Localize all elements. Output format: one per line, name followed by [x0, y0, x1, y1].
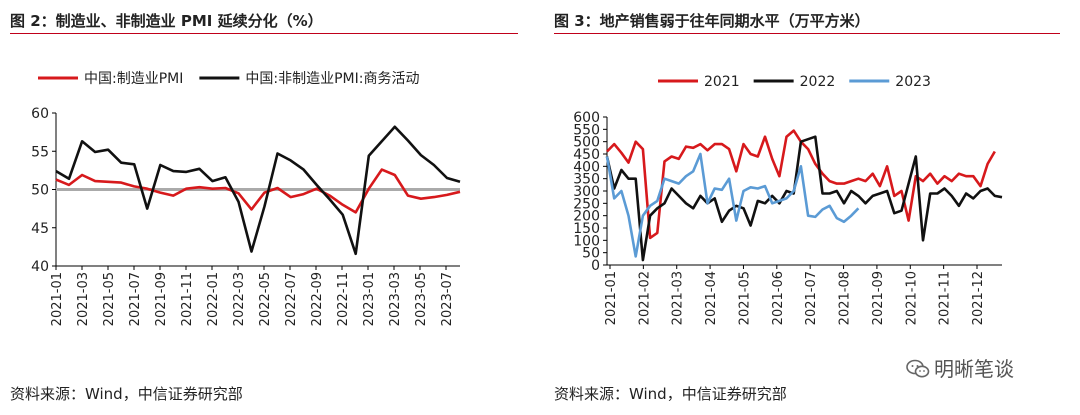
- right-x-tick-label-3: 2021-04: [704, 271, 719, 325]
- right-x-tick-label-7: 2021-08: [838, 271, 853, 325]
- left-x-tick-label-7: 2022-03: [232, 272, 247, 326]
- right-x-tick-label-1: 2021-02: [637, 271, 652, 325]
- left-x-tick-label-14: 2023-05: [414, 272, 429, 326]
- left-legend-label-1: 中国:非制造业PMI:商务活动: [245, 71, 419, 87]
- left-x-tick-label-12: 2023-01: [362, 272, 377, 326]
- right-series-line-1: [605, 135, 1003, 262]
- right-x-tick-label-10: 2021-11: [938, 271, 953, 325]
- right-y-tick-label-4: 200: [573, 209, 600, 225]
- right-legend-label-1: 2022: [800, 74, 836, 90]
- right-y-tick-label-6: 300: [573, 184, 600, 200]
- left-x-tick-label-1: 2021-03: [76, 272, 91, 326]
- wechat-icon: [906, 359, 930, 378]
- right-y-tick-label-0: 0: [591, 258, 600, 274]
- left-chart-source: 资料来源：Wind，中信证券研究部: [10, 385, 243, 403]
- left-chart-svg: 中国:制造业PMI 中国:非制造业PMI:商务活动 40 45 50 55 60 2021-0…: [31, 71, 461, 326]
- left-x-tick-label-15: 2023-07: [440, 272, 455, 326]
- left-x-tick-label-3: 2021-07: [128, 272, 143, 326]
- left-legend-label-0: 中国:制造业PMI: [84, 71, 183, 87]
- right-x-tick-label-5: 2021-06: [771, 271, 786, 325]
- left-y-tick-label-2: 50: [31, 183, 49, 199]
- watermark-text: 明晰笔谈: [934, 357, 1014, 381]
- left-x-tick-label-4: 2021-09: [154, 272, 169, 326]
- left-title-rule: [10, 33, 518, 34]
- right-chart-source: 资料来源：Wind，中信证券研究部: [554, 385, 787, 403]
- right-y-tick-label-9: 450: [573, 147, 600, 163]
- right-y-tick-label-8: 400: [573, 159, 600, 175]
- left-x-tick-label-8: 2022-05: [258, 272, 273, 326]
- right-y-tick-label-1: 50: [582, 246, 600, 262]
- left-x-tick-label-0: 2021-01: [50, 272, 65, 326]
- right-y-tick-label-7: 350: [573, 172, 600, 188]
- right-title-rule: [554, 33, 1060, 34]
- left-x-tick-label-10: 2022-09: [310, 272, 325, 326]
- right-x-tick-label-0: 2021-01: [604, 271, 619, 325]
- right-y-tick-label-11: 550: [573, 122, 600, 138]
- right-chart-panel: 图 3：地产销售弱于往年同期水平（万平方米） 2021 2022 2023 0 50 10…: [540, 0, 1080, 415]
- left-y-tick-label-1: 45: [31, 221, 49, 237]
- right-legend-label-0: 2021: [704, 74, 740, 90]
- right-x-tick-label-6: 2021-07: [804, 271, 819, 325]
- left-y-tick-label-0: 40: [31, 259, 49, 275]
- left-x-tick-label-5: 2021-11: [180, 272, 195, 326]
- right-x-tick-label-11: 2021-12: [971, 271, 986, 325]
- left-x-tick-label-6: 2022-01: [206, 272, 221, 326]
- right-chart-title: 图 3：地产销售弱于往年同期水平（万平方米）: [554, 12, 870, 30]
- left-x-tick-label-9: 2022-07: [284, 272, 299, 326]
- right-y-tick-label-3: 150: [573, 221, 600, 237]
- right-y-tick-label-2: 100: [573, 233, 600, 249]
- right-x-tick-label-8: 2021-09: [871, 271, 886, 325]
- right-x-tick-label-4: 2021-05: [737, 271, 752, 325]
- left-x-tick-label-2: 2021-05: [102, 272, 117, 326]
- left-series-line-1: [55, 125, 461, 256]
- left-x-tick-label-11: 2022-11: [336, 272, 351, 326]
- left-chart-title: 图 2：制造业、非制造业 PMI 延续分化（%）: [10, 12, 323, 30]
- right-series-line-2: [605, 152, 860, 258]
- watermark: 明晰笔谈: [906, 353, 1014, 382]
- right-y-tick-label-10: 500: [573, 135, 600, 151]
- right-x-tick-label-9: 2021-10: [904, 271, 919, 325]
- right-x-tick-label-2: 2021-03: [671, 271, 686, 325]
- left-series-line-0: [55, 168, 461, 214]
- right-y-tick-label-12: 600: [573, 110, 600, 126]
- left-y-tick-label-4: 60: [31, 106, 49, 122]
- left-chart-panel: 图 2：制造业、非制造业 PMI 延续分化（%） 中国:制造业PMI 中国:非制造…: [10, 12, 518, 403]
- right-y-tick-label-5: 250: [573, 196, 600, 212]
- left-x-tick-label-13: 2023-03: [388, 272, 403, 326]
- right-chart-svg: 2021 2022 20230501001502002503003504004505…: [573, 74, 1003, 325]
- right-legend-label-2: 2023: [895, 74, 931, 90]
- left-y-tick-label-3: 55: [31, 144, 49, 160]
